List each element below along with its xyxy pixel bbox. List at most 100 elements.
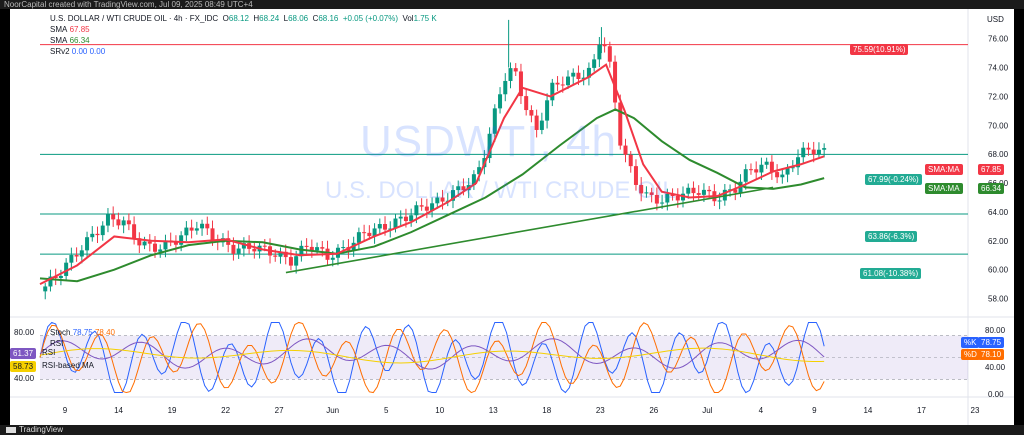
stoch-d-value: 78.40 bbox=[94, 328, 115, 337]
candle-body-30 bbox=[200, 223, 205, 229]
candle-body-4 bbox=[64, 262, 69, 276]
sma1-legend[interactable]: SMA 67.85 bbox=[50, 25, 90, 35]
support2-tag[interactable]: 63.86(-6.3%) bbox=[865, 231, 918, 242]
candle-body-31 bbox=[205, 223, 210, 229]
rsi-ma-value-tag: 58.73 bbox=[10, 361, 37, 372]
candle-body-27 bbox=[184, 227, 189, 236]
candle-body-1 bbox=[48, 276, 53, 287]
candle-body-69 bbox=[403, 216, 408, 222]
srv-name: SRv2 bbox=[50, 47, 70, 56]
x-tick-label-17: 23 bbox=[971, 406, 980, 415]
srv-value2: 0.00 bbox=[89, 47, 106, 56]
candle-body-100 bbox=[566, 76, 571, 86]
candle-body-125 bbox=[696, 193, 701, 195]
x-tick-label-1: 14 bbox=[114, 406, 123, 415]
sma-slow-label: SMA:MA bbox=[928, 184, 960, 193]
sma-fast-label: SMA:MA bbox=[928, 165, 960, 174]
candle-body-70 bbox=[409, 215, 414, 222]
candle-body-17 bbox=[132, 224, 137, 239]
candle-body-0 bbox=[43, 286, 48, 292]
candle-body-22 bbox=[158, 249, 163, 252]
candle-body-147 bbox=[811, 149, 816, 155]
rsi-legend[interactable]: RSI bbox=[50, 339, 63, 349]
candle-body-79 bbox=[456, 186, 461, 191]
candle-body-117 bbox=[654, 194, 659, 204]
sma-slow-line bbox=[39, 108, 825, 283]
candle-body-114 bbox=[639, 184, 644, 194]
candle-body-145 bbox=[801, 147, 806, 158]
candle-body-62 bbox=[367, 232, 372, 237]
candle-body-20 bbox=[147, 241, 152, 244]
candle-body-63 bbox=[372, 228, 377, 237]
candle-body-82 bbox=[471, 174, 476, 186]
candle-body-78 bbox=[450, 190, 455, 201]
osc-right-level-40: 40.00 bbox=[985, 363, 1006, 372]
rsi-ma-line bbox=[39, 347, 825, 364]
candle-body-93 bbox=[529, 110, 534, 116]
support3-tag[interactable]: 61.08(-10.38%) bbox=[860, 268, 922, 279]
symbol-legend[interactable]: U.S. DOLLAR / WTI CRUDE OIL · 4h · FX_ID… bbox=[50, 14, 437, 24]
candle-body-92 bbox=[524, 96, 529, 111]
candle-body-97 bbox=[550, 82, 555, 101]
candle-body-73 bbox=[424, 206, 429, 211]
watermark-description: U.S. DOLLAR / WTI CRUDE OIL bbox=[325, 177, 676, 204]
candle-body-115 bbox=[644, 192, 649, 194]
y-tick-label-3: 64.00 bbox=[988, 208, 1009, 217]
candle-body-138 bbox=[764, 161, 769, 165]
candle-body-25 bbox=[173, 242, 178, 245]
candle-body-129 bbox=[717, 200, 722, 202]
stoch-legend[interactable]: Stoch 78.75 78.40 bbox=[50, 328, 115, 338]
candle-body-42 bbox=[262, 245, 267, 247]
candle-body-95 bbox=[539, 120, 544, 130]
resistance-tag[interactable]: 75.59(10.91%) bbox=[850, 44, 909, 55]
chart-area[interactable]: 58.0060.0062.0064.0066.0068.0070.0072.00… bbox=[10, 9, 1014, 425]
candle-body-88 bbox=[503, 80, 508, 95]
change-value: +0.05 (+0.07%) bbox=[342, 14, 398, 23]
x-tick-label-5: Jun bbox=[326, 406, 339, 415]
candle-body-126 bbox=[701, 189, 706, 195]
brand-name: TradingView bbox=[19, 425, 64, 434]
candle-body-106 bbox=[597, 44, 602, 60]
x-tick-label-10: 23 bbox=[596, 406, 605, 415]
stoch-k-value: 78.75 bbox=[72, 328, 93, 337]
rsi-legend-label: RSI bbox=[42, 348, 55, 358]
chart-canvas[interactable]: 58.0060.0062.0064.0066.0068.0070.0072.00… bbox=[10, 9, 1014, 425]
candle-body-149 bbox=[822, 148, 827, 150]
creation-info-text: NoorCapital created with TradingView.com… bbox=[4, 0, 253, 9]
x-tick-label-4: 27 bbox=[275, 406, 284, 415]
candle-body-109 bbox=[613, 61, 618, 103]
open-label: O bbox=[222, 14, 229, 23]
sma-slow-axis-label: SMA:MA bbox=[925, 183, 963, 194]
candle-body-94 bbox=[534, 115, 539, 130]
candle-body-19 bbox=[142, 241, 147, 246]
support1-tag[interactable]: 67.99(-0.24%) bbox=[865, 174, 922, 185]
candle-body-119 bbox=[665, 193, 670, 203]
sma2-legend[interactable]: SMA 66.34 bbox=[50, 36, 90, 46]
candle-body-9 bbox=[90, 233, 95, 238]
y-tick-label-1: 60.00 bbox=[988, 266, 1009, 275]
candle-body-12 bbox=[105, 214, 110, 226]
candle-body-52 bbox=[315, 247, 320, 251]
candle-body-38 bbox=[241, 243, 246, 249]
candle-body-16 bbox=[126, 220, 131, 225]
y-tick-label-7: 72.00 bbox=[988, 92, 1009, 101]
srv-legend[interactable]: SRv2 0.00 0.00 bbox=[50, 47, 105, 57]
x-tick-label-8: 13 bbox=[489, 406, 498, 415]
candle-body-141 bbox=[780, 174, 785, 178]
candle-body-80 bbox=[461, 186, 466, 191]
x-tick-label-12: Jul bbox=[702, 406, 712, 415]
close-value: 68.16 bbox=[318, 14, 339, 23]
candle-body-123 bbox=[686, 187, 691, 194]
candle-body-148 bbox=[816, 149, 821, 155]
x-tick-label-15: 14 bbox=[863, 406, 872, 415]
x-tick-label-13: 4 bbox=[759, 406, 764, 415]
candle-body-113 bbox=[633, 166, 638, 185]
low-value: 68.06 bbox=[288, 14, 309, 23]
high-value: 68.24 bbox=[259, 14, 280, 23]
candle-body-91 bbox=[518, 71, 523, 97]
candle-body-103 bbox=[581, 77, 586, 80]
candle-body-89 bbox=[508, 68, 513, 81]
sma1-name: SMA bbox=[50, 25, 68, 34]
candle-body-50 bbox=[304, 245, 309, 247]
